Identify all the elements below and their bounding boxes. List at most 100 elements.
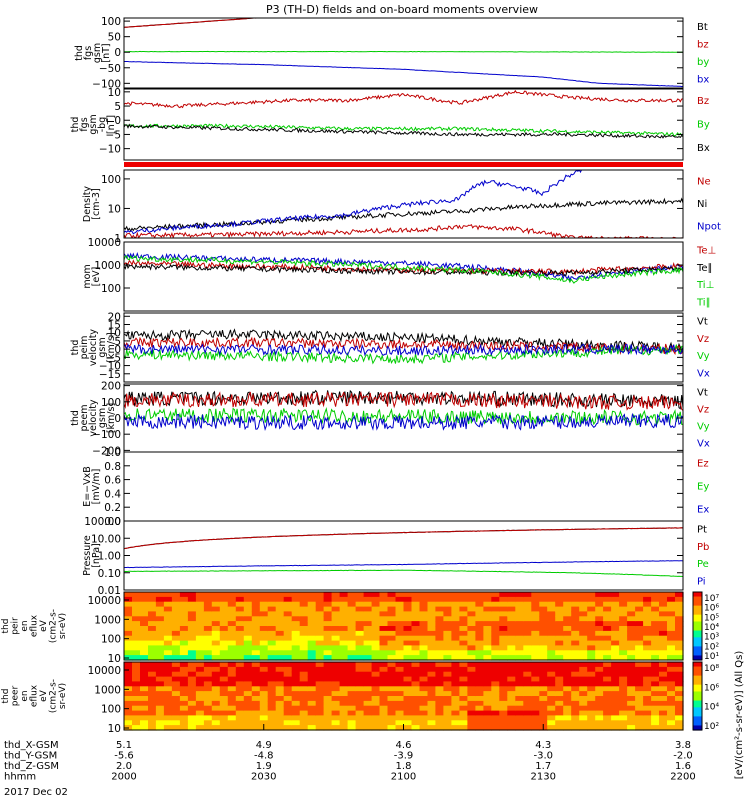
spectrogram-cell-peer-21-13 bbox=[291, 725, 301, 731]
spectrogram-cell-peer-2-1 bbox=[140, 666, 149, 673]
spectrogram-cell-peir-46-8 bbox=[491, 630, 500, 637]
spectrogram-cell-peir-43-3 bbox=[467, 606, 476, 613]
spectrogram-cell-peer-58-7 bbox=[587, 696, 596, 702]
spectrogram-cell-peir-32-12 bbox=[379, 650, 389, 656]
spectrogram-cell-peir-62-6 bbox=[619, 621, 628, 627]
spectrogram-cell-peer-22-2 bbox=[299, 671, 309, 678]
spectrogram-cell-peir-18-6 bbox=[267, 621, 277, 627]
spectrogram-cell-peer-39-7 bbox=[435, 696, 444, 702]
spectrogram-cell-peir-65-9 bbox=[643, 635, 652, 642]
spectrogram-cell-peir-67-3 bbox=[659, 606, 668, 613]
spectrogram-cell-peir-5-6 bbox=[163, 621, 173, 627]
spectrogram-cell-peir-17-1 bbox=[259, 596, 269, 603]
spectrogram-cell-peir-6-5 bbox=[171, 616, 181, 622]
spectrogram-cell-peer-19-12 bbox=[275, 720, 285, 726]
legend-peim_vel-0: Vt bbox=[697, 317, 708, 328]
spectrogram-cell-peir-14-12 bbox=[235, 650, 245, 656]
spectrogram-cell-peer-43-13 bbox=[467, 725, 476, 731]
spectrogram-cell-peer-22-11 bbox=[299, 715, 309, 721]
spectrogram-cell-peer-43-0 bbox=[467, 662, 476, 668]
spectrogram-cell-peir-37-13 bbox=[419, 655, 429, 661]
spectrogram-cell-peir-59-1 bbox=[595, 596, 604, 603]
spectrogram-cell-peir-34-9 bbox=[395, 635, 405, 642]
spectrogram-cell-peir-15-2 bbox=[243, 601, 253, 608]
spectrogram-cell-peer-48-7 bbox=[507, 696, 516, 702]
spectrogram-cell-peir-55-2 bbox=[563, 601, 572, 608]
spectrogram-cell-peer-38-4 bbox=[427, 681, 437, 687]
spectrogram-cell-peer-42-8 bbox=[459, 700, 468, 707]
spectrogram-cell-peir-48-10 bbox=[507, 640, 516, 647]
spectrogram-cell-peir-57-3 bbox=[579, 606, 588, 613]
spectrogram-cell-peer-29-4 bbox=[355, 681, 365, 687]
spectrogram-cell-peir-62-3 bbox=[619, 606, 628, 613]
spectrogram-cell-peer-44-1 bbox=[475, 666, 484, 673]
spectrogram-cell-peer-33-1 bbox=[387, 666, 397, 673]
spectrogram-cell-peir-32-0 bbox=[379, 592, 389, 598]
spectrogram-cell-peer-42-4 bbox=[459, 681, 468, 687]
series-line-fgs_dsl-Bx bbox=[124, 123, 683, 139]
spectrogram-cell-peer-23-11 bbox=[307, 715, 317, 721]
spectrogram-cell-peir-69-4 bbox=[675, 611, 684, 617]
spectrogram-cell-peir-43-10 bbox=[467, 640, 476, 647]
spectrogram-cell-peir-31-2 bbox=[371, 601, 381, 608]
spectrogram-cell-peer-10-13 bbox=[203, 725, 213, 731]
spectrogram-cell-peir-31-10 bbox=[371, 640, 381, 647]
y-axis-label-fgs_gsm-3: [nT] bbox=[101, 43, 112, 62]
colorbar-unit-label: [eV/(cm²-s-sr-eV)] (All Qs) bbox=[734, 651, 745, 780]
spectrogram-cell-peir-4-13 bbox=[155, 655, 165, 661]
spectrogram-cell-peer-2-0 bbox=[140, 662, 149, 668]
spectrogram-cell-peir-67-2 bbox=[659, 601, 668, 608]
spectrogram-cell-peer-9-12 bbox=[195, 720, 205, 726]
spectrogram-cell-peer-15-11 bbox=[243, 715, 253, 721]
spectrogram-cell-peir-47-6 bbox=[499, 621, 508, 627]
spectrogram-cell-peer-22-10 bbox=[299, 710, 309, 717]
spectrogram-cell-peer-66-6 bbox=[651, 691, 660, 697]
colorbar-cell-peer-3 bbox=[693, 668, 702, 672]
spectrogram-cell-peir-15-0 bbox=[243, 592, 253, 598]
spectrogram-cell-peer-19-10 bbox=[275, 710, 285, 717]
colorbar-cell-peir-7 bbox=[693, 607, 702, 611]
spectrogram-cell-peir-59-13 bbox=[595, 655, 604, 661]
y-tick-label-peem_vel-3: −100 bbox=[92, 429, 121, 441]
spectrogram-cell-peer-38-0 bbox=[427, 662, 437, 668]
spectrogram-cell-peer-7-7 bbox=[179, 696, 189, 702]
spectrogram-cell-peir-33-13 bbox=[387, 655, 397, 661]
spectrogram-cell-peir-68-10 bbox=[667, 640, 676, 647]
spectrogram-cell-peer-45-9 bbox=[483, 705, 492, 712]
spectrogram-cell-peer-32-0 bbox=[379, 662, 389, 668]
y-tick-label-fgs_gsm-4: −100 bbox=[92, 78, 121, 90]
spectrogram-cell-peir-9-4 bbox=[195, 611, 205, 617]
series-line-pressure-Pe bbox=[124, 569, 683, 578]
legend-pressure-2: Pe bbox=[697, 559, 709, 570]
spectrogram-cell-peir-24-4 bbox=[315, 611, 325, 617]
spectrogram-cell-peer-28-3 bbox=[347, 676, 357, 683]
spectrogram-cell-peer-19-2 bbox=[275, 671, 285, 678]
spectrogram-cell-peir-52-7 bbox=[539, 626, 548, 632]
spectrogram-cell-peir-15-12 bbox=[243, 650, 253, 656]
spectrogram-cell-peir-30-3 bbox=[363, 606, 373, 613]
spectrogram-cell-peir-28-11 bbox=[347, 645, 357, 651]
y-axis-label-pressure-0: Pressure bbox=[82, 535, 93, 576]
spectrogram-cell-peer-35-10 bbox=[403, 710, 413, 717]
spectrogram-cell-peer-33-11 bbox=[387, 715, 397, 721]
spectrogram-cell-peer-34-12 bbox=[395, 720, 405, 726]
spectrogram-cell-peir-21-4 bbox=[291, 611, 301, 617]
spectrogram-cell-peir-1-1 bbox=[132, 596, 141, 603]
spectrogram-cell-peer-11-5 bbox=[211, 686, 221, 692]
spectrogram-cell-peir-21-9 bbox=[291, 635, 301, 642]
spectrogram-cell-peir-2-6 bbox=[140, 621, 149, 627]
spectrogram-cell-peir-21-8 bbox=[291, 630, 301, 637]
spectrogram-cell-peer-65-0 bbox=[643, 662, 652, 668]
spectrogram-cell-peer-59-7 bbox=[595, 696, 604, 702]
spectrogram-cell-peer-35-13 bbox=[403, 725, 413, 731]
spectrogram-cell-peir-30-9 bbox=[363, 635, 373, 642]
spectrogram-cell-peir-19-11 bbox=[275, 645, 285, 651]
spectrogram-cell-peer-31-11 bbox=[371, 715, 381, 721]
spectrogram-cell-peir-38-10 bbox=[427, 640, 437, 647]
spectrogram-cell-peir-36-0 bbox=[411, 592, 421, 598]
spectrogram-cell-peer-63-2 bbox=[627, 671, 636, 678]
spectrogram-cell-peir-41-11 bbox=[451, 645, 460, 651]
spectrogram-cell-peer-52-3 bbox=[539, 676, 548, 683]
spectrogram-cell-peer-2-12 bbox=[140, 720, 149, 726]
